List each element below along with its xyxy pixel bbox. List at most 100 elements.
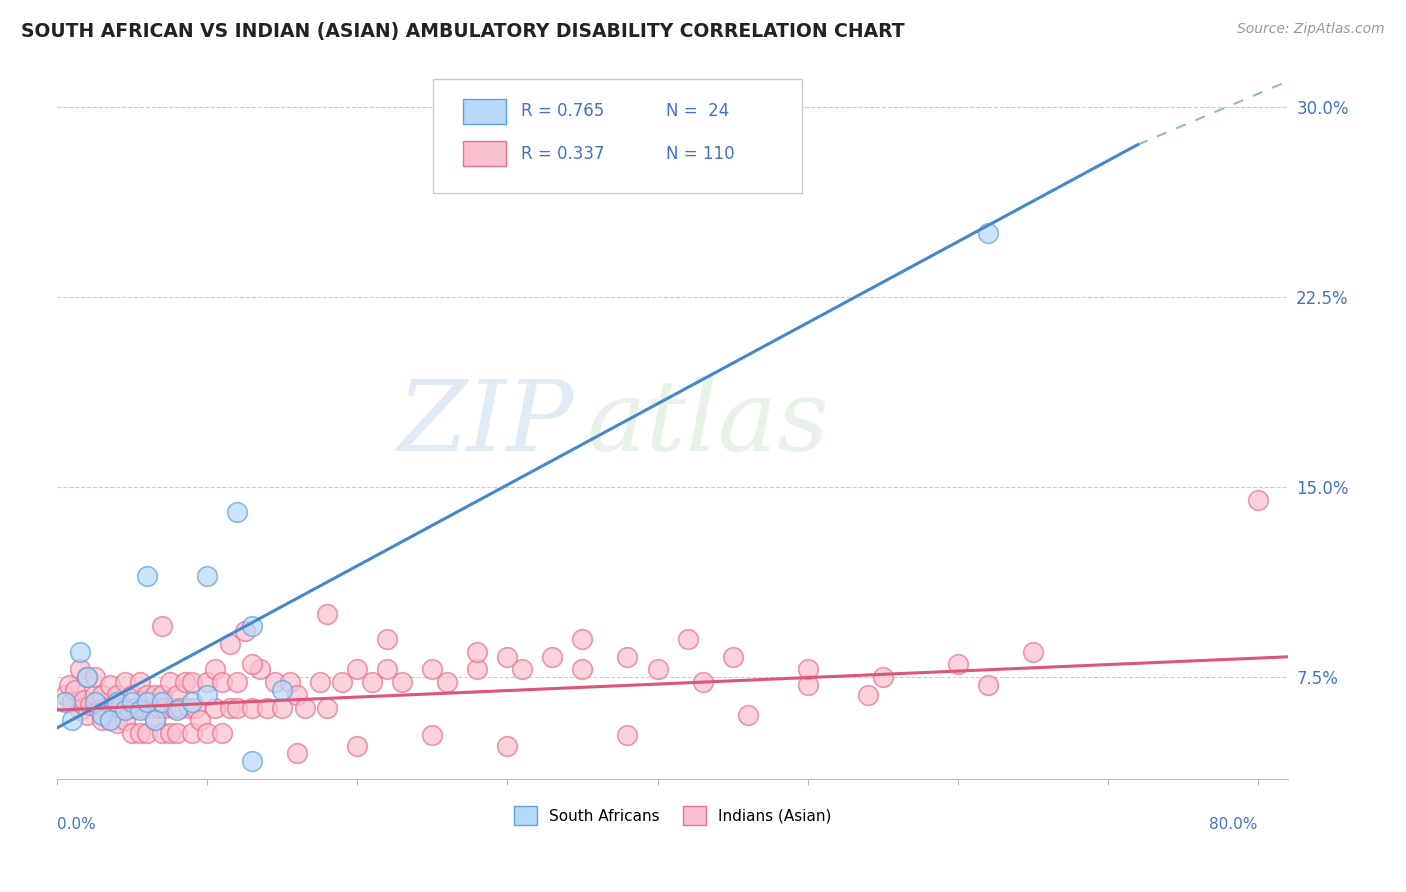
Point [136, 695, 159, 709]
Point [226, 675, 249, 690]
Point [121, 688, 143, 702]
Point [249, 663, 271, 677]
Point [181, 726, 204, 740]
FancyBboxPatch shape [433, 79, 801, 193]
Point [159, 726, 181, 740]
Point [136, 688, 159, 702]
Point [121, 695, 143, 709]
Point [467, 645, 489, 659]
Point [195, 568, 218, 582]
Point [89, 703, 111, 717]
Point [128, 726, 150, 740]
Point [211, 675, 233, 690]
Point [571, 663, 593, 677]
Point [218, 700, 240, 714]
Point [60, 713, 83, 727]
Bar [464, 99, 506, 124]
Text: N = 110: N = 110 [666, 145, 735, 162]
Point [240, 700, 263, 714]
Point [316, 700, 339, 714]
Point [856, 688, 879, 702]
Point [204, 663, 226, 677]
Point [308, 675, 330, 690]
Point [285, 688, 308, 702]
Point [53, 688, 76, 702]
Point [169, 700, 191, 714]
Point [616, 728, 638, 742]
Point [143, 688, 166, 702]
Point [91, 688, 114, 702]
Point [436, 675, 458, 690]
Point [872, 670, 894, 684]
Point [946, 657, 969, 672]
Point [163, 700, 186, 714]
Point [271, 700, 294, 714]
Text: 0.0%: 0.0% [58, 817, 96, 832]
Point [150, 695, 173, 709]
Point [114, 703, 136, 717]
Point [110, 700, 132, 714]
Point [256, 700, 278, 714]
Point [240, 619, 263, 633]
Point [63, 682, 86, 697]
Point [211, 726, 233, 740]
Point [83, 688, 105, 702]
Point [114, 713, 136, 727]
Point [121, 726, 143, 740]
Point [105, 715, 128, 730]
Point [496, 739, 519, 753]
Point [294, 700, 316, 714]
Point [647, 663, 669, 677]
Point [76, 670, 98, 684]
Point [278, 675, 301, 690]
Point [139, 700, 162, 714]
Point [150, 726, 173, 740]
Point [285, 746, 308, 760]
Text: R = 0.765: R = 0.765 [522, 102, 605, 120]
Point [195, 675, 218, 690]
Point [1022, 645, 1045, 659]
Point [377, 632, 399, 646]
Point [143, 713, 166, 727]
Point [467, 663, 489, 677]
Point [496, 649, 519, 664]
Point [179, 700, 201, 714]
Point [330, 675, 353, 690]
Text: atlas: atlas [586, 376, 830, 471]
Text: SOUTH AFRICAN VS INDIAN (ASIAN) AMBULATORY DISABILITY CORRELATION CHART: SOUTH AFRICAN VS INDIAN (ASIAN) AMBULATO… [21, 22, 904, 41]
Point [1247, 492, 1270, 507]
Point [195, 688, 218, 702]
Point [94, 700, 117, 714]
Point [188, 713, 211, 727]
Point [218, 637, 240, 651]
Point [166, 726, 188, 740]
Point [181, 675, 204, 690]
Point [136, 568, 159, 582]
Point [571, 632, 593, 646]
Point [53, 695, 76, 709]
Point [98, 713, 121, 727]
Point [76, 708, 98, 723]
Point [69, 703, 91, 717]
Point [159, 675, 181, 690]
Text: R = 0.337: R = 0.337 [522, 145, 605, 162]
Text: ZIP: ZIP [398, 376, 574, 471]
Point [796, 663, 818, 677]
Point [263, 675, 285, 690]
Point [83, 670, 105, 684]
Point [98, 713, 121, 727]
Point [173, 675, 195, 690]
Point [150, 619, 173, 633]
Point [377, 663, 399, 677]
Point [83, 695, 105, 709]
Point [79, 698, 101, 712]
Point [69, 663, 91, 677]
Point [541, 649, 564, 664]
Point [98, 678, 121, 692]
Point [114, 675, 136, 690]
Point [136, 726, 159, 740]
Point [692, 675, 714, 690]
Point [737, 708, 759, 723]
Point [128, 675, 150, 690]
Point [91, 713, 114, 727]
